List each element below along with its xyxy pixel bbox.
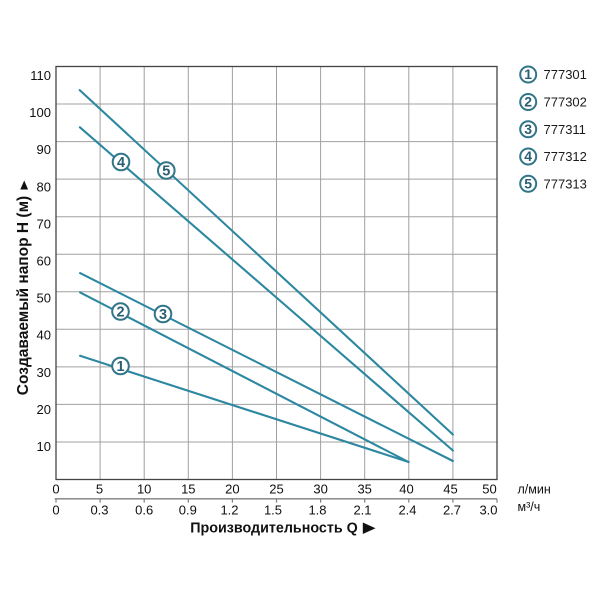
svg-text:777312: 777312	[544, 149, 587, 164]
svg-text:1.5: 1.5	[264, 502, 282, 517]
svg-text:0.3: 0.3	[90, 502, 108, 517]
svg-text:777313: 777313	[544, 176, 587, 191]
svg-text:0: 0	[52, 502, 59, 517]
svg-text:40: 40	[399, 481, 413, 496]
svg-text:м³/ч: м³/ч	[518, 500, 541, 514]
svg-text:1.2: 1.2	[220, 502, 238, 517]
svg-text:2: 2	[116, 305, 124, 321]
svg-text:3: 3	[159, 307, 167, 323]
svg-text:30: 30	[37, 365, 51, 380]
svg-text:1: 1	[116, 359, 124, 375]
svg-text:30: 30	[313, 481, 327, 496]
svg-text:25: 25	[269, 481, 283, 496]
svg-text:15: 15	[181, 481, 195, 496]
svg-text:35: 35	[357, 481, 371, 496]
svg-text:4: 4	[117, 155, 125, 171]
svg-text:2: 2	[524, 94, 532, 110]
svg-text:5: 5	[524, 176, 532, 192]
svg-text:Создаваемый напор H (м): Создаваемый напор H (м)	[15, 196, 32, 395]
svg-text:110: 110	[30, 68, 51, 83]
svg-text:0: 0	[52, 481, 59, 496]
svg-text:0.9: 0.9	[179, 502, 197, 517]
svg-text:90: 90	[37, 142, 51, 157]
svg-text:10: 10	[37, 439, 51, 454]
svg-text:Производительность Q: Производительность Q	[190, 521, 358, 537]
svg-text:70: 70	[37, 216, 51, 231]
svg-text:50: 50	[37, 291, 51, 306]
svg-text:1: 1	[524, 66, 532, 82]
svg-text:100: 100	[29, 105, 51, 120]
svg-text:2.1: 2.1	[353, 502, 371, 517]
svg-text:3.0: 3.0	[479, 502, 497, 517]
svg-text:4: 4	[524, 148, 532, 164]
svg-text:45: 45	[443, 481, 457, 496]
svg-text:60: 60	[37, 254, 51, 269]
svg-text:777311: 777311	[544, 122, 586, 137]
svg-text:777301: 777301	[544, 67, 587, 82]
svg-text:777302: 777302	[544, 95, 587, 110]
svg-text:20: 20	[37, 402, 51, 417]
svg-text:20: 20	[225, 481, 239, 496]
svg-text:2.4: 2.4	[398, 502, 416, 517]
svg-text:5: 5	[162, 164, 170, 180]
svg-text:3: 3	[524, 121, 532, 137]
svg-text:40: 40	[37, 328, 51, 343]
svg-text:5: 5	[96, 481, 103, 496]
svg-text:1.8: 1.8	[308, 502, 326, 517]
svg-text:0.6: 0.6	[135, 502, 153, 517]
svg-text:80: 80	[37, 179, 51, 194]
svg-text:10: 10	[137, 481, 151, 496]
svg-text:50: 50	[482, 481, 496, 496]
svg-text:2.7: 2.7	[443, 502, 461, 517]
svg-text:л/мин: л/мин	[518, 482, 551, 496]
